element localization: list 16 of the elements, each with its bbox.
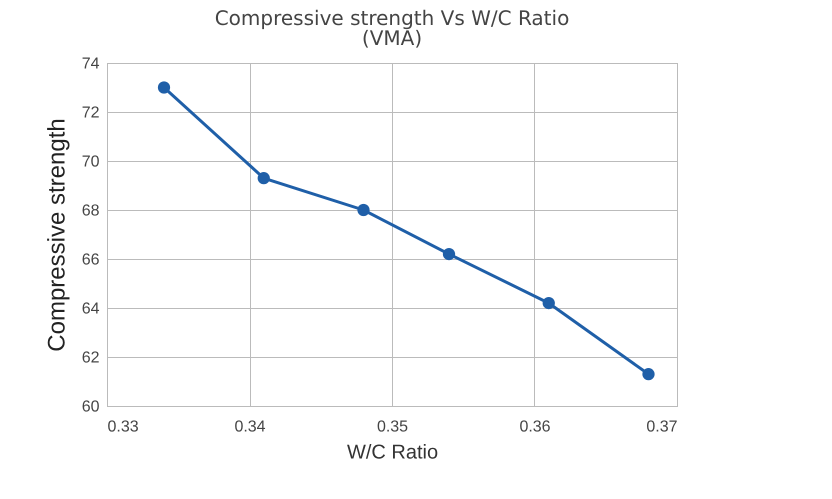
y-tick-label: 72 xyxy=(82,104,100,122)
x-axis-title: W/C Ratio xyxy=(346,442,438,464)
y-tick-label: 62 xyxy=(82,350,100,366)
x-tick-label: 0.33 xyxy=(108,418,139,436)
y-tick-label: 70 xyxy=(82,154,100,170)
y-axis-title: Compressive strength xyxy=(44,118,71,352)
x-tick-label: 0.35 xyxy=(376,418,408,436)
y-tick-label: 68 xyxy=(82,202,100,220)
chart-title: Compressive strength Vs W/C Ratio xyxy=(214,6,570,30)
y-tick-label: 64 xyxy=(82,300,100,318)
x-tick-label: 0.36 xyxy=(519,418,551,436)
x-tick-label: 0.34 xyxy=(234,418,266,436)
x-tick-label: 0.37 xyxy=(646,418,678,436)
y-tick-label: 60 xyxy=(82,398,100,416)
y-tick-label: 66 xyxy=(82,252,100,268)
y-tick-label: 74 xyxy=(82,56,100,72)
